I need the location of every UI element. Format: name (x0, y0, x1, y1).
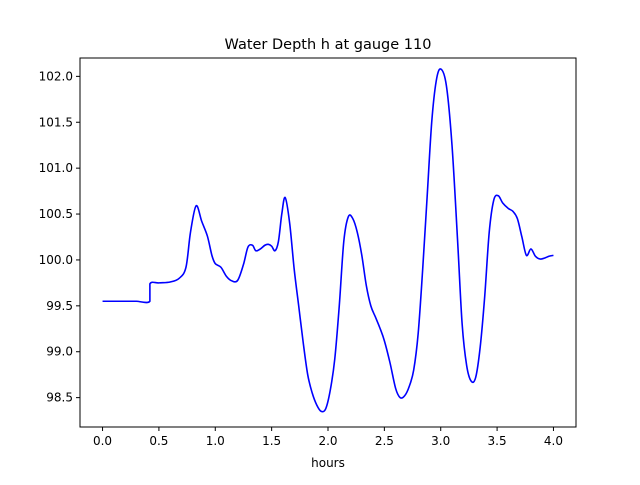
plot-area (102, 68, 554, 413)
y-tick-label: 99.0 (46, 345, 73, 359)
y-tick-label: 102.0 (39, 69, 73, 83)
x-tick-label: 0.0 (93, 434, 112, 448)
y-tick-label: 99.5 (46, 299, 73, 313)
y-tick-label: 98.5 (46, 391, 73, 405)
x-tick-label: 3.0 (431, 434, 450, 448)
y-tick-label: 101.5 (39, 115, 73, 129)
x-axis-label: hours (311, 456, 345, 470)
axis-ticks: 0.0 0.5 1.0 1.5 2.0 2.5 3.0 3.5 4.0 98.5 99.0 99.5 1… (39, 69, 563, 448)
x-tick-label: 0.5 (149, 434, 168, 448)
y-tick-label: 100.5 (39, 207, 73, 221)
y-tick-label: 100.0 (39, 253, 73, 267)
x-tick-label: 3.5 (488, 434, 507, 448)
plot-frame (79, 57, 577, 428)
chart-title: Water Depth h at gauge 110 (225, 37, 432, 53)
x-tick-label: 2.0 (318, 434, 337, 448)
x-tick-label: 2.5 (375, 434, 394, 448)
x-tick-label: 1.5 (262, 434, 281, 448)
x-tick-label: 4.0 (544, 434, 563, 448)
series-line (102, 68, 554, 413)
x-tick-label: 1.0 (206, 434, 225, 448)
y-tick-label: 101.0 (39, 161, 73, 175)
